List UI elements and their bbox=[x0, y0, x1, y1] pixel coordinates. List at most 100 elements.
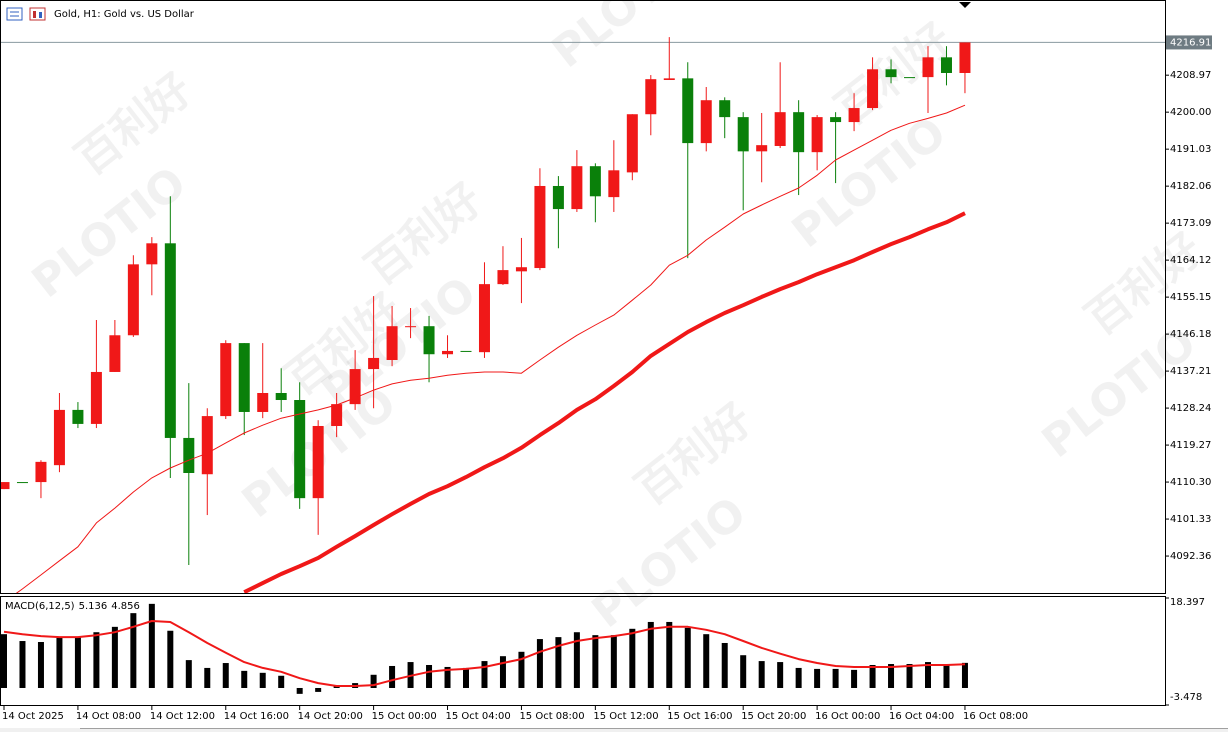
candle-body bbox=[294, 400, 306, 499]
candle-body bbox=[349, 369, 361, 405]
x-tick-label: 14 Oct 20:00 bbox=[298, 711, 363, 722]
candle-body bbox=[922, 57, 934, 78]
macd-bar bbox=[296, 687, 303, 694]
macd-bar bbox=[758, 661, 765, 688]
macd-bar bbox=[499, 656, 506, 688]
macd-bar bbox=[56, 637, 63, 688]
y-tick-label: 4173.09 bbox=[1170, 218, 1211, 229]
candle-body bbox=[164, 243, 176, 438]
shift-marker bbox=[959, 2, 971, 8]
macd-bar bbox=[37, 642, 44, 688]
candle-body bbox=[220, 343, 232, 417]
macd-bar bbox=[333, 686, 340, 688]
candle-body bbox=[90, 371, 102, 424]
price-plot bbox=[1, 37, 1165, 593]
signal-line bbox=[3, 620, 966, 687]
candle-body bbox=[331, 404, 343, 426]
candle-body bbox=[1, 482, 10, 490]
macd-bar bbox=[389, 665, 396, 688]
candle-body bbox=[16, 482, 28, 484]
y-tick-label: 4092.36 bbox=[1170, 551, 1211, 562]
icon bbox=[6, 7, 23, 21]
macd-bar bbox=[518, 651, 525, 688]
icon bbox=[33, 11, 36, 18]
macd-bar bbox=[185, 660, 192, 688]
macd-bar bbox=[111, 626, 118, 688]
macd-bar bbox=[925, 662, 931, 688]
macd-bar bbox=[906, 664, 913, 688]
candle-body bbox=[885, 69, 897, 78]
candle-body bbox=[626, 114, 638, 173]
candle-body bbox=[53, 409, 65, 466]
macd-bar bbox=[1, 634, 7, 688]
macd-bar bbox=[481, 661, 488, 688]
x-tick-label: 15 Oct 16:00 bbox=[667, 711, 732, 722]
macd-bar bbox=[851, 669, 858, 688]
macd-bar bbox=[278, 675, 285, 688]
macd-bar bbox=[888, 664, 895, 688]
macd-bar bbox=[444, 666, 451, 688]
macd-bar bbox=[777, 662, 784, 688]
macd-bar bbox=[721, 642, 728, 688]
candle-body bbox=[368, 357, 380, 370]
macd-bar bbox=[703, 634, 710, 688]
macd-bar bbox=[93, 632, 100, 688]
last-price-box bbox=[1166, 35, 1212, 50]
candle-body bbox=[497, 270, 509, 285]
candle-body bbox=[719, 100, 731, 118]
y-tick-label: 4101.33 bbox=[1170, 514, 1211, 525]
candle-body bbox=[682, 78, 694, 144]
y-tick-label: 4208.97 bbox=[1170, 70, 1211, 81]
candle-body bbox=[405, 326, 417, 328]
candle-body bbox=[737, 117, 749, 152]
moving-average bbox=[15, 104, 966, 593]
candle-body bbox=[811, 117, 823, 153]
macd-bar bbox=[148, 603, 155, 688]
macd-bar bbox=[869, 664, 876, 688]
x-tick-label: 15 Oct 00:00 bbox=[372, 711, 437, 722]
candle-body bbox=[257, 392, 269, 412]
candle-body bbox=[534, 185, 546, 269]
candle-body bbox=[867, 69, 879, 109]
macd-bar bbox=[832, 668, 839, 688]
status-strip bbox=[0, 728, 1228, 732]
macd-bar bbox=[740, 655, 747, 688]
candle-body bbox=[904, 77, 916, 79]
x-tick-label: 15 Oct 20:00 bbox=[741, 711, 806, 722]
macd-bar bbox=[426, 664, 433, 688]
macd-bar bbox=[555, 637, 562, 688]
candle-body bbox=[515, 267, 527, 272]
candle-body bbox=[183, 437, 195, 473]
candle-body bbox=[109, 335, 121, 372]
macd-bar bbox=[370, 674, 377, 688]
icon bbox=[29, 7, 46, 21]
candle-body bbox=[589, 166, 601, 197]
y-tick-label: 4146.18 bbox=[1170, 329, 1211, 340]
candle-body bbox=[663, 78, 675, 81]
last-price-label: 4216.91 bbox=[1170, 37, 1211, 48]
macd-bar bbox=[259, 672, 266, 688]
macd-bar bbox=[961, 662, 968, 688]
candle-body bbox=[442, 350, 454, 355]
candle-body bbox=[478, 284, 490, 353]
y-tick-label: 4137.21 bbox=[1170, 366, 1211, 377]
y-tick-label: 4110.30 bbox=[1170, 477, 1211, 488]
icon bbox=[39, 12, 42, 18]
x-tick-label: 14 Oct 2025 bbox=[2, 711, 64, 722]
candle-body bbox=[275, 392, 287, 401]
candle-body bbox=[959, 42, 971, 73]
x-tick-label: 16 Oct 00:00 bbox=[815, 711, 880, 722]
x-tick-label: 15 Oct 08:00 bbox=[519, 711, 584, 722]
candle-body bbox=[756, 145, 768, 152]
macd-bar bbox=[222, 663, 229, 688]
macd-bar bbox=[74, 637, 81, 688]
x-tick-label: 14 Oct 08:00 bbox=[76, 711, 141, 722]
y-tick-label: 4200.00 bbox=[1170, 107, 1211, 118]
x-tick-label: 15 Oct 12:00 bbox=[593, 711, 658, 722]
candle-body bbox=[645, 79, 657, 115]
macd-bar bbox=[684, 627, 691, 688]
x-tick-label: 15 Oct 04:00 bbox=[446, 711, 511, 722]
